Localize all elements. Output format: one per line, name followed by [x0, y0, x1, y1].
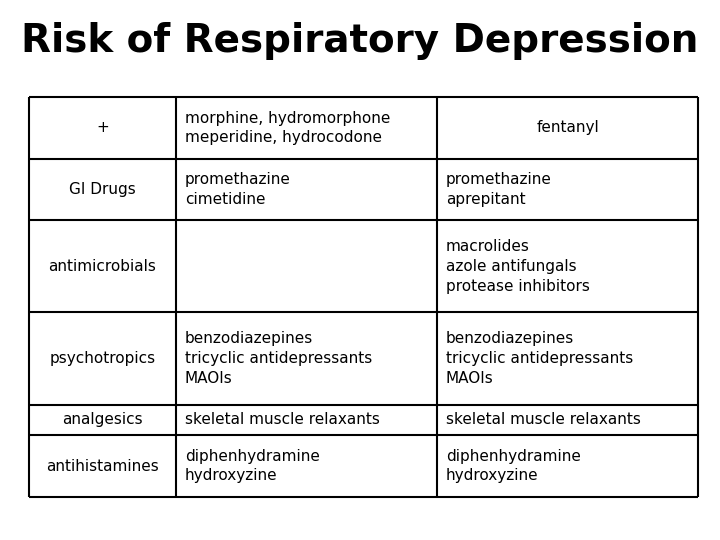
Text: promethazine
aprepitant: promethazine aprepitant: [446, 172, 552, 207]
Text: antihistamines: antihistamines: [46, 458, 159, 474]
Text: morphine, hydromorphone
meperidine, hydrocodone: morphine, hydromorphone meperidine, hydr…: [185, 111, 390, 145]
Text: antimicrobials: antimicrobials: [48, 259, 156, 274]
Text: analgesics: analgesics: [62, 413, 143, 428]
Text: GI Drugs: GI Drugs: [69, 182, 136, 197]
Text: benzodiazepines
tricyclic antidepressants
MAOIs: benzodiazepines tricyclic antidepressant…: [446, 331, 633, 386]
Text: diphenhydramine
hydroxyzine: diphenhydramine hydroxyzine: [185, 449, 320, 483]
Text: promethazine
cimetidine: promethazine cimetidine: [185, 172, 291, 207]
Text: macrolides
azole antifungals
protease inhibitors: macrolides azole antifungals protease in…: [446, 239, 590, 294]
Text: psychotropics: psychotropics: [50, 351, 156, 366]
Text: skeletal muscle relaxants: skeletal muscle relaxants: [446, 413, 641, 428]
Text: +: +: [96, 120, 109, 136]
Text: fentanyl: fentanyl: [536, 120, 599, 136]
Text: skeletal muscle relaxants: skeletal muscle relaxants: [185, 413, 379, 428]
Text: diphenhydramine
hydroxyzine: diphenhydramine hydroxyzine: [446, 449, 581, 483]
Text: benzodiazepines
tricyclic antidepressants
MAOIs: benzodiazepines tricyclic antidepressant…: [185, 331, 372, 386]
Text: Risk of Respiratory Depression: Risk of Respiratory Depression: [22, 22, 698, 59]
